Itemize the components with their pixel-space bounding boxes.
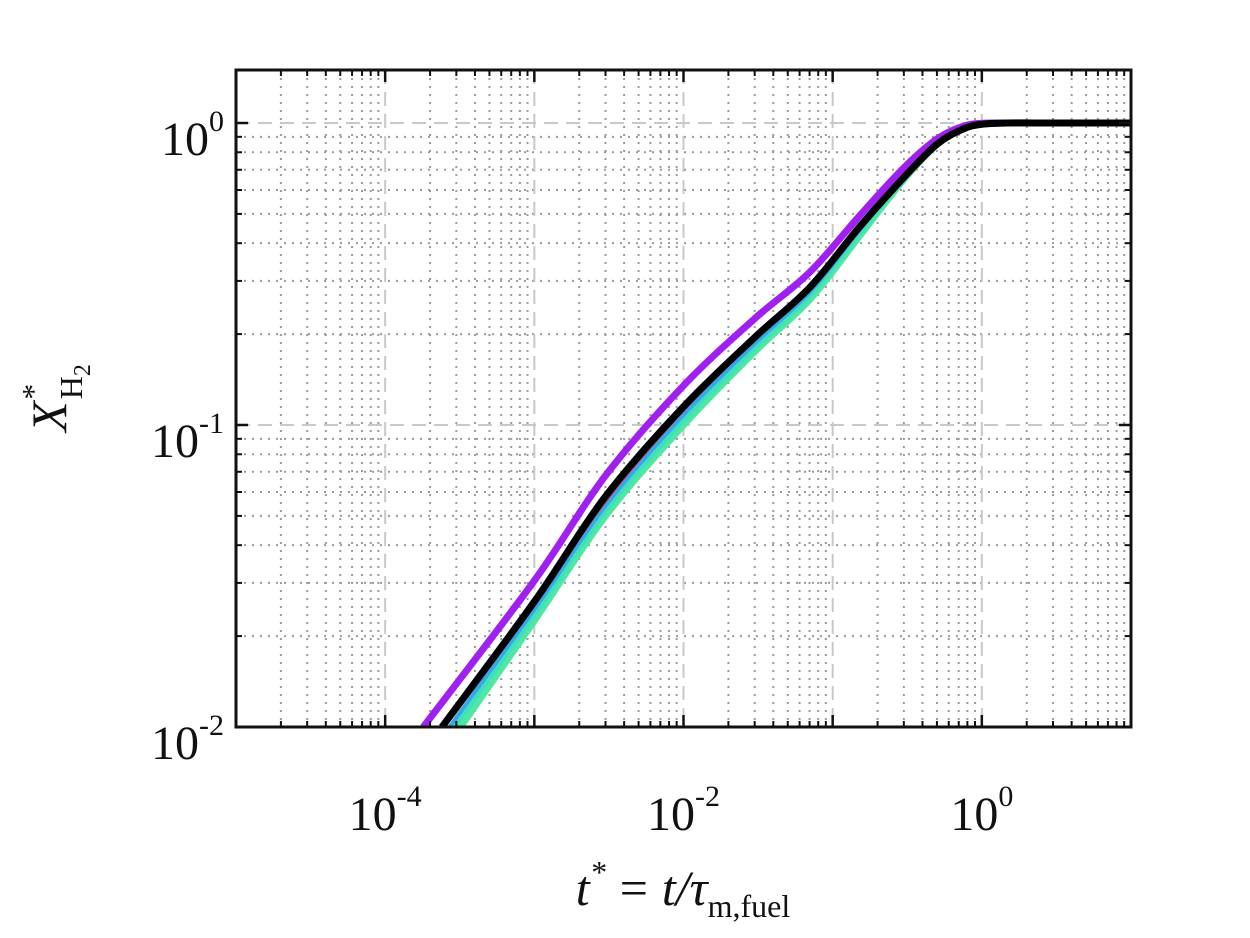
tick-labels: 10-4 10-2 100 10-2 10-1 100 — [151, 105, 1013, 841]
y-tick-label: 10-1 — [151, 407, 224, 468]
y-tick-label: 100 — [161, 105, 224, 166]
x-tick-label: 10-4 — [349, 780, 422, 841]
y-tick-label: 10-2 — [151, 709, 224, 770]
x-tick-label: 10-2 — [647, 780, 720, 841]
x-axis-label: t* = t/τm,fuel — [576, 854, 791, 924]
y-axis-label: X*H2 — [15, 364, 96, 434]
series-layer — [420, 119, 1131, 727]
series-line-6 — [439, 119, 1131, 727]
x-tick-label: 100 — [950, 780, 1013, 841]
tick-marks — [234, 70, 1133, 729]
